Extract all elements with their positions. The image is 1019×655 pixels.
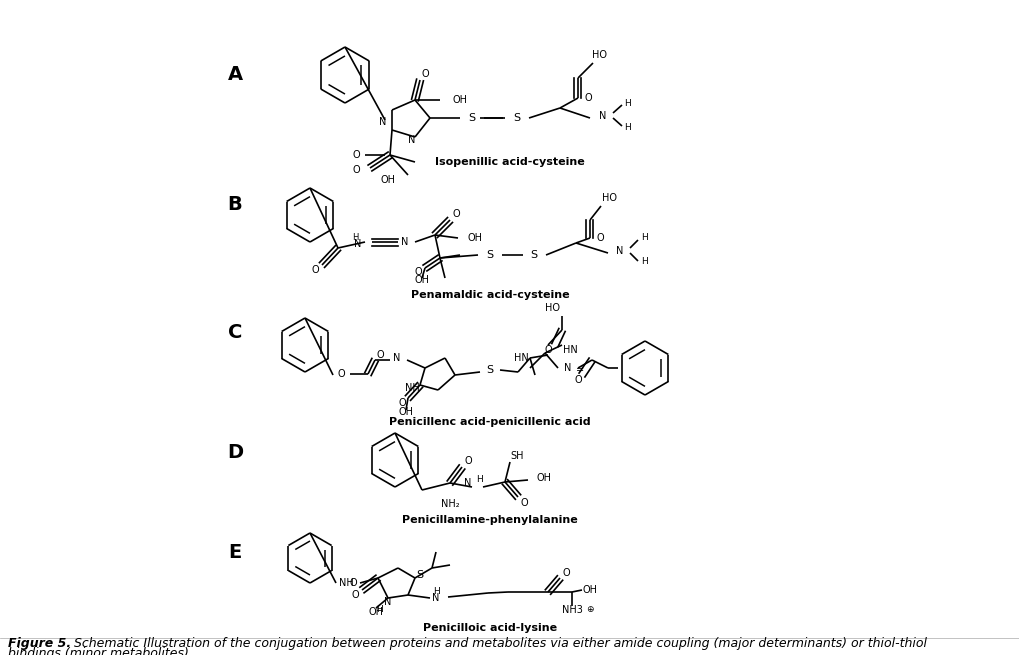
Text: O: O [595,233,603,243]
Text: N: N [599,111,606,121]
Text: HO: HO [602,193,616,203]
Text: O: O [520,498,527,508]
Text: HN: HN [514,353,528,363]
Text: O: O [451,209,460,219]
Text: OH: OH [398,407,413,417]
Text: O: O [348,578,357,588]
Text: H: H [376,605,383,614]
Text: N: N [564,363,571,373]
Text: O: O [337,369,344,379]
Text: O: O [351,590,359,600]
Text: bindings (minor metabolites).: bindings (minor metabolites). [8,646,193,655]
Text: Penamaldic acid-cysteine: Penamaldic acid-cysteine [411,290,569,300]
Text: O: O [584,93,591,103]
Text: Schematic Illustration of the conjugation between proteins and metabolites via e: Schematic Illustration of the conjugatio… [70,637,926,650]
Text: O: O [376,350,383,360]
Text: O: O [421,69,428,79]
Text: NH: NH [405,383,419,393]
Text: NH: NH [338,578,353,588]
Text: OH: OH [468,233,483,243]
Text: O: O [464,456,472,466]
Text: N: N [379,117,386,127]
Text: O: O [352,150,360,160]
Text: E: E [228,544,242,563]
Text: OH: OH [536,473,551,483]
Text: D: D [226,443,243,462]
Text: C: C [227,324,242,343]
Text: H: H [476,476,483,485]
Text: N: N [464,478,471,488]
Text: ⊕: ⊕ [586,605,593,614]
Text: H: H [624,98,631,107]
Text: O: O [311,265,319,275]
Text: O: O [414,267,422,277]
Text: NH3: NH3 [561,605,582,615]
Text: S: S [530,250,537,260]
Text: N: N [393,353,400,363]
Text: N: N [384,597,391,607]
Text: S: S [416,570,423,580]
Text: NH₂: NH₂ [440,499,459,509]
Text: OH: OH [452,95,468,105]
Text: O: O [397,398,406,408]
Text: OH: OH [583,585,597,595]
Text: S: S [486,250,493,260]
Text: OH: OH [368,607,383,617]
Text: HN: HN [562,345,577,355]
Text: B: B [227,195,243,214]
Text: SH: SH [510,451,523,461]
Text: Figure 5.: Figure 5. [8,637,71,650]
Text: S: S [513,113,520,123]
Text: H: H [433,588,440,597]
Text: N: N [408,135,416,145]
Text: OH: OH [380,175,395,185]
Text: =: = [576,365,584,375]
Text: O: O [574,375,581,385]
Text: H: H [352,233,358,242]
Text: S: S [468,113,475,123]
Text: H: H [641,257,648,267]
Text: O: O [544,345,551,355]
Text: A: A [227,66,243,84]
Text: N: N [354,239,362,249]
Text: N: N [432,593,439,603]
Text: HO: HO [592,50,607,60]
Text: HO: HO [545,303,560,313]
Text: Penicilloic acid-lysine: Penicilloic acid-lysine [423,623,556,633]
Text: S: S [486,365,493,375]
Text: OH: OH [414,275,429,285]
Text: O: O [561,568,570,578]
Text: N: N [400,237,409,247]
Text: Penicillenc acid-penicillenic acid: Penicillenc acid-penicillenic acid [389,417,590,427]
Text: N: N [615,246,623,256]
Text: O: O [352,165,360,175]
Text: Isopenillic acid-cysteine: Isopenillic acid-cysteine [435,157,584,167]
Text: H: H [641,233,648,242]
Text: Penicillamine-phenylalanine: Penicillamine-phenylalanine [401,515,578,525]
Text: H: H [624,122,631,132]
